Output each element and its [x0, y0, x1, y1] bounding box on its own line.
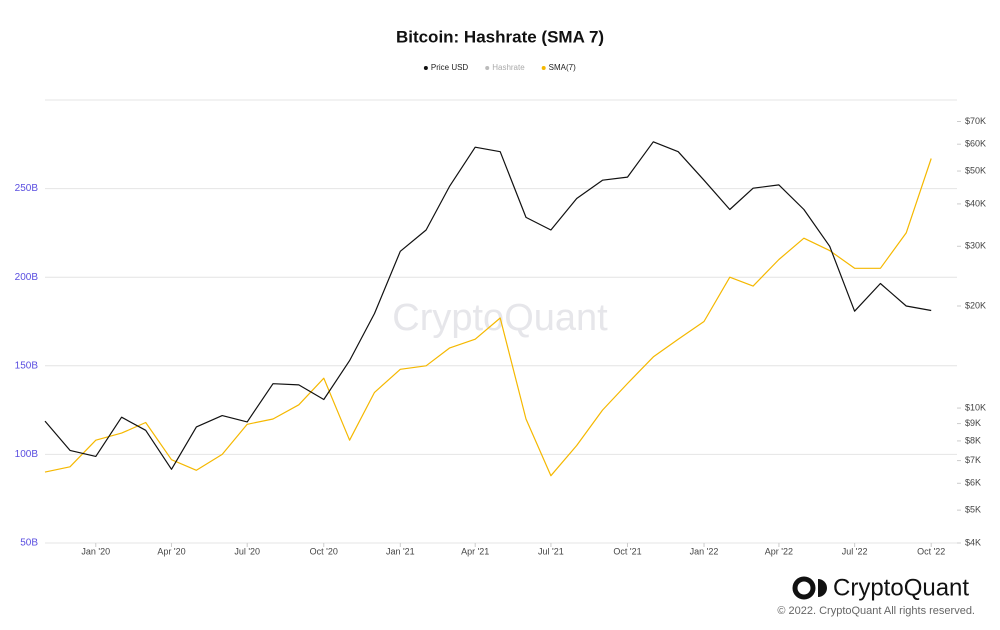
y-tick-label: 200B [15, 272, 39, 283]
y2-tick-label: $30K [965, 241, 986, 251]
x-tick-label: Oct '21 [613, 546, 641, 556]
x-tick-label: Jan '22 [690, 546, 719, 556]
y2-tick-label: $20K [965, 300, 986, 310]
y2-tick-label: $9K [965, 418, 981, 428]
y2-tick-label: $8K [965, 435, 981, 445]
y-tick-label: 100B [15, 449, 39, 460]
x-tick-label: Jul '20 [234, 546, 260, 556]
y2-tick-label: $4K [965, 537, 981, 547]
chart-title: Bitcoin: Hashrate (SMA 7) [396, 27, 604, 46]
y-tick-label: 250B [15, 183, 39, 194]
logo [792, 576, 827, 600]
series-line [44, 158, 932, 477]
logo-icon [792, 576, 816, 600]
series-line [44, 141, 932, 470]
x-tick-label: Oct '20 [310, 546, 338, 556]
logo-icon [818, 579, 827, 597]
legend-marker [485, 66, 490, 70]
x-tick-label: Oct '22 [917, 546, 945, 556]
y2-tick-label: $40K [965, 198, 986, 208]
x-tick-label: Jul '21 [538, 546, 564, 556]
y2-tick-label: $5K [965, 505, 981, 515]
x-tick-label: Apr '20 [157, 546, 185, 556]
x-tick-label: Apr '21 [461, 546, 489, 556]
y2-tick-label: $10K [965, 402, 986, 412]
x-tick-label: Jul '22 [842, 546, 868, 556]
x-tick-label: Jan '21 [386, 546, 415, 556]
y2-tick-label: $70K [965, 116, 986, 126]
y2-tick-label: $50K [965, 165, 986, 175]
brand: CryptoQuant [833, 574, 969, 601]
y2-tick-label: $7K [965, 455, 981, 465]
legend-label: SMA(7) [549, 63, 576, 72]
x-tick-label: Apr '22 [765, 546, 793, 556]
x-tick-label: Jan '20 [81, 546, 110, 556]
y2-tick-label: $60K [965, 139, 986, 149]
legend-marker [541, 66, 546, 70]
copyright: © 2022. CryptoQuant All rights reserved. [777, 605, 975, 617]
y2-tick-label: $6K [965, 478, 981, 488]
legend: Price USD Hashrate SMA(7) [423, 63, 576, 72]
legend-label: Hashrate [492, 63, 525, 72]
y-tick-label: 150B [15, 360, 39, 371]
legend-label: Price USD [431, 63, 469, 72]
legend-marker [423, 66, 428, 70]
y-tick-label: 50B [20, 538, 38, 549]
